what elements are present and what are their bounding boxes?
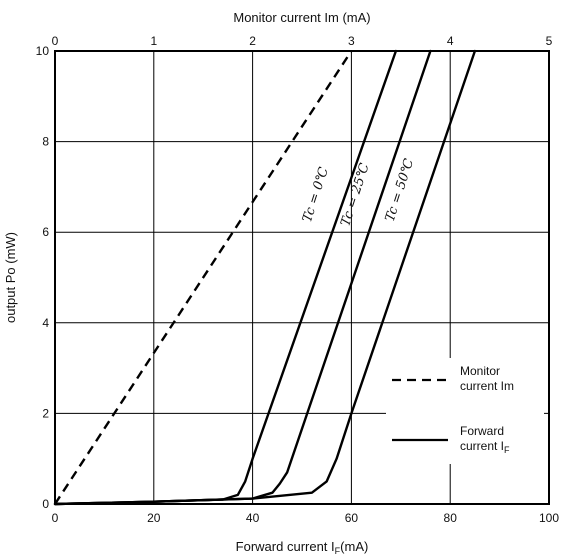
x-axis-title-main: Forward current I — [236, 539, 335, 554]
series — [53, 49, 477, 506]
ticks: 0 20 40 60 80 100 0 1 2 3 4 5 0 2 4 6 8 10 — [36, 34, 560, 525]
legend-label-forward-2-main: current I — [460, 439, 504, 453]
y-tick-label-0: 0 — [42, 497, 49, 511]
x2-tick-label-5: 5 — [546, 34, 553, 48]
x-tick-label-4: 80 — [444, 511, 458, 525]
x-axis-title: Forward current IF(mA) — [236, 539, 369, 556]
curve-label-0: Tc = 0℃ — [300, 165, 332, 224]
x-tick-label-2: 40 — [246, 511, 260, 525]
x2-tick-label-0: 0 — [52, 34, 59, 48]
curve-label-1: Tc = 25℃ — [338, 161, 373, 228]
y-tick-label-1: 2 — [42, 406, 49, 420]
series-line-1 — [53, 49, 432, 506]
x2-tick-label-1: 1 — [150, 34, 157, 48]
legend-label-monitor-2: current Im — [460, 379, 514, 393]
legend: Monitor current Im Forward current IF — [386, 358, 544, 464]
x2-axis-title: Monitor current Im (mA) — [233, 10, 370, 25]
legend-label-forward-2: current IF — [460, 439, 510, 455]
x-axis-title-unit: (mA) — [340, 539, 368, 554]
y-tick-label-5: 10 — [36, 44, 50, 58]
legend-label-monitor-1: Monitor — [460, 364, 500, 378]
legend-background — [386, 358, 544, 464]
series-line-3 — [53, 50, 353, 505]
series-line-2 — [53, 49, 477, 506]
y-axis-title: output Po (mW) — [3, 232, 18, 323]
x2-tick-label-2: 2 — [249, 34, 256, 48]
curve-labels: Tc = 0℃ Tc = 25℃ Tc = 50℃ — [300, 157, 417, 229]
plot-frame — [54, 50, 550, 505]
y-tick-label-2: 4 — [42, 316, 49, 330]
x-tick-label-3: 60 — [345, 511, 359, 525]
legend-label-forward-2-sub: F — [504, 445, 510, 455]
x-tick-label-5: 100 — [539, 511, 559, 525]
y-tick-label-3: 6 — [42, 225, 49, 239]
x-tick-label-1: 20 — [147, 511, 161, 525]
x-tick-label-0: 0 — [52, 511, 59, 525]
curve-label-2: Tc = 50℃ — [383, 157, 418, 224]
y-tick-label-4: 8 — [42, 135, 49, 149]
x-axis-title-sub: F — [335, 546, 341, 556]
x2-tick-label-4: 4 — [447, 34, 454, 48]
legend-label-forward-1: Forward — [460, 424, 504, 438]
x2-tick-label-3: 3 — [348, 34, 355, 48]
